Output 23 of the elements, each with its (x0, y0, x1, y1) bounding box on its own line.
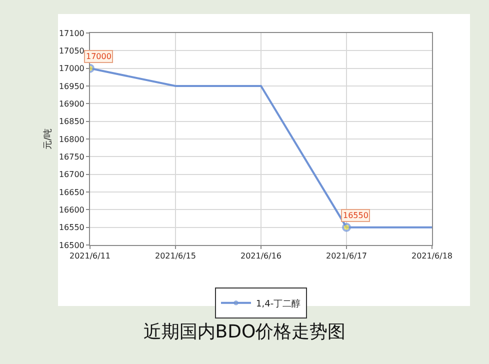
y-tick-label: 16800 (58, 134, 84, 144)
text: 近期国内BDO价格走势图 (143, 322, 346, 343)
x-tick-label: 2021/6/17 (326, 252, 368, 261)
y-tick-label: 16650 (58, 188, 84, 197)
y-tick-label: 16950 (58, 82, 84, 91)
x-tick-label: 2021/6/15 (154, 252, 196, 261)
y-tick-label: 16500 (58, 240, 84, 250)
x-tick-label: 2021/6/11 (69, 252, 111, 261)
y-tick-label: 16850 (58, 117, 84, 126)
y-tick-label: 16700 (58, 170, 84, 180)
x-tick-label: 2021/6/16 (240, 252, 282, 261)
y-axis-title: 元/吨 (42, 128, 54, 150)
y-tick-label: 17050 (58, 46, 84, 56)
y-tick-label: 17000 (58, 64, 84, 74)
legend-label: 1,4-丁二醇 (256, 298, 301, 310)
data-label: 16550 (343, 211, 368, 220)
data-label: 17000 (86, 52, 112, 61)
y-tick-label: 17100 (58, 28, 84, 38)
y-tick-label: 16900 (58, 99, 84, 108)
y-tick-label: 16600 (58, 205, 84, 214)
y-tick-label: 16550 (58, 223, 84, 232)
y-tick-label: 16750 (58, 152, 84, 162)
x-tick-label: 2021/6/18 (411, 252, 453, 261)
